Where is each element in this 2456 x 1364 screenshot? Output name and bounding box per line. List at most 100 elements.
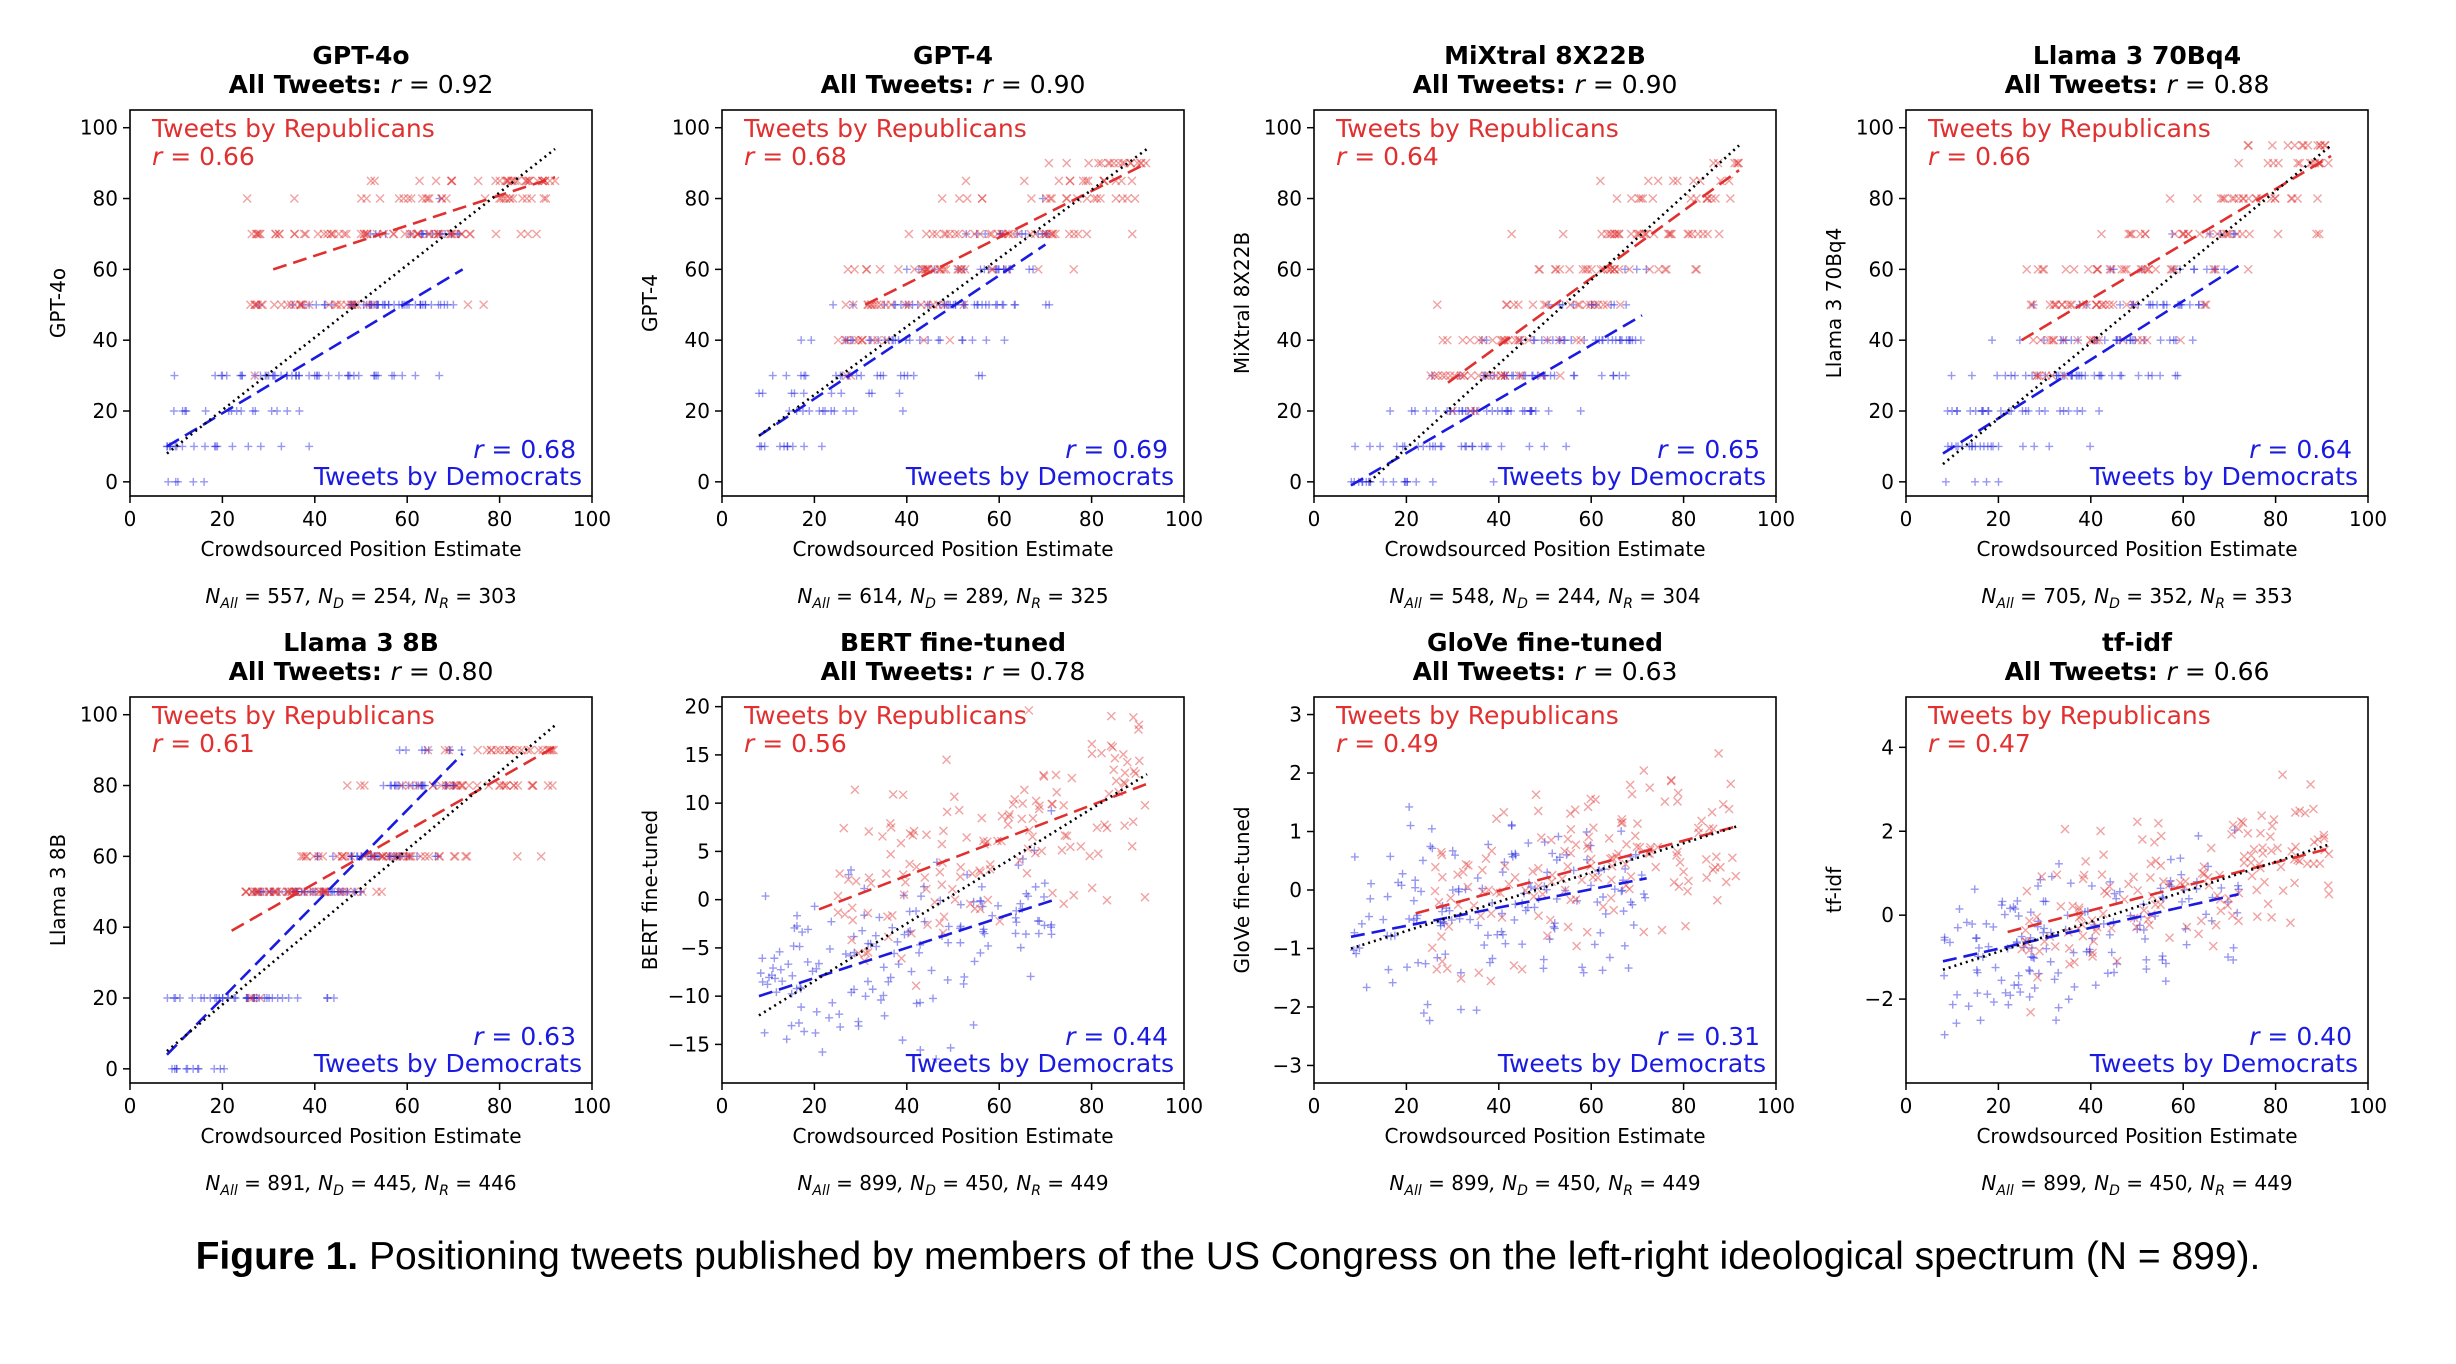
dem-point — [973, 300, 982, 309]
dem-point — [2194, 300, 2203, 309]
dem-point — [1352, 949, 1361, 958]
dem-point — [2107, 948, 2116, 957]
rep-point — [904, 229, 914, 239]
dem-point — [1500, 858, 1509, 867]
dem-point — [1998, 897, 2007, 906]
dem-point — [182, 407, 191, 416]
dem-point — [1464, 407, 1473, 416]
rep-point — [1122, 757, 1132, 767]
dem-point — [242, 994, 251, 1003]
dem-point — [760, 1028, 769, 1037]
dem-point — [1974, 943, 1983, 952]
rep-point — [2276, 862, 2286, 872]
dem-point — [2194, 300, 2203, 309]
dem-point — [287, 371, 296, 380]
dem-point — [1047, 920, 1056, 929]
dem-point — [2036, 875, 2045, 884]
x-tick-label: 0 — [1308, 507, 1321, 531]
rep-r-value: r = 0.68 — [744, 142, 847, 171]
dem-point — [422, 229, 431, 238]
rep-point — [282, 300, 292, 310]
rep-point — [2119, 264, 2129, 274]
rep-point — [1096, 158, 1106, 168]
rep-point — [1693, 229, 1703, 239]
dem-point — [1636, 336, 1645, 345]
dem-point — [2156, 336, 2165, 345]
x-axis-label: Crowdsourced Position Estimate — [1976, 537, 2297, 561]
dem-annotation: Tweets by Democrats — [905, 1049, 1174, 1078]
rep-point — [868, 335, 878, 345]
dem-point — [419, 781, 428, 790]
rep-point — [255, 993, 265, 1003]
dem-point — [954, 265, 963, 274]
rep-point — [941, 229, 951, 239]
rep-point — [1047, 229, 1057, 239]
rep-point — [2104, 881, 2114, 891]
dem-point — [366, 300, 375, 309]
dem-point — [2033, 371, 2042, 380]
rep-point — [840, 335, 850, 345]
rep-point — [1087, 749, 1097, 759]
rep-point — [337, 851, 347, 861]
rep-point — [886, 822, 896, 832]
dem-point — [1984, 407, 1992, 416]
rep-point — [255, 229, 265, 239]
chart-title: GPT-4o — [312, 41, 409, 70]
dem-point — [449, 781, 458, 790]
rep-point — [1710, 862, 1720, 872]
rep-point — [1062, 831, 1072, 841]
rep-point — [1458, 335, 1468, 345]
dem-point — [206, 994, 215, 1003]
x-axis-label: Crowdsourced Position Estimate — [1384, 537, 1705, 561]
dem-point — [370, 300, 379, 309]
y-tick-label: 100 — [672, 116, 710, 140]
dem-point — [1398, 869, 1407, 878]
dem-point — [1448, 886, 1457, 895]
rep-point — [1453, 870, 1463, 880]
chart-subtitle: All Tweets: r = 0.78 — [821, 657, 1086, 686]
dem-point — [2059, 336, 2068, 345]
dem-point — [919, 882, 928, 891]
dem-point — [1034, 929, 1043, 938]
rep-point — [403, 851, 413, 861]
rep-point — [961, 229, 971, 239]
dem-point — [1366, 894, 1375, 903]
rep-point — [1565, 264, 1574, 274]
rep-point — [318, 851, 328, 861]
rep-point — [1583, 802, 1593, 812]
rep-point — [1442, 335, 1452, 345]
rep-point — [2293, 158, 2303, 168]
dem-point — [1971, 934, 1980, 943]
rep-point — [1666, 775, 1676, 785]
rep-point — [315, 887, 325, 897]
dem-point — [794, 1019, 803, 1027]
rep-point — [397, 781, 407, 791]
rep-point — [2278, 770, 2288, 780]
rep-point — [2067, 300, 2077, 310]
rep-point — [2151, 856, 2161, 866]
dem-point — [379, 781, 388, 790]
dem-point — [978, 371, 987, 380]
x-tick-label: 40 — [302, 1094, 327, 1118]
dem-point — [255, 300, 264, 309]
rep-point — [522, 194, 532, 204]
dem-point — [453, 229, 462, 238]
dem-point — [372, 300, 381, 309]
dem-point — [790, 389, 799, 398]
rep-point — [405, 851, 415, 861]
rep-point — [433, 229, 443, 239]
scatter-points — [1347, 158, 1744, 486]
dem-point — [959, 300, 968, 309]
dem-point — [442, 781, 451, 790]
rep-point — [2227, 911, 2237, 921]
rep-point — [1693, 823, 1703, 833]
rep-point — [877, 831, 887, 841]
rep-point — [2135, 229, 2145, 239]
dem-point — [1625, 336, 1634, 345]
rep-point — [298, 300, 308, 310]
rep-point — [1438, 371, 1448, 381]
rep-point — [1593, 873, 1603, 883]
rep-point — [954, 805, 964, 815]
